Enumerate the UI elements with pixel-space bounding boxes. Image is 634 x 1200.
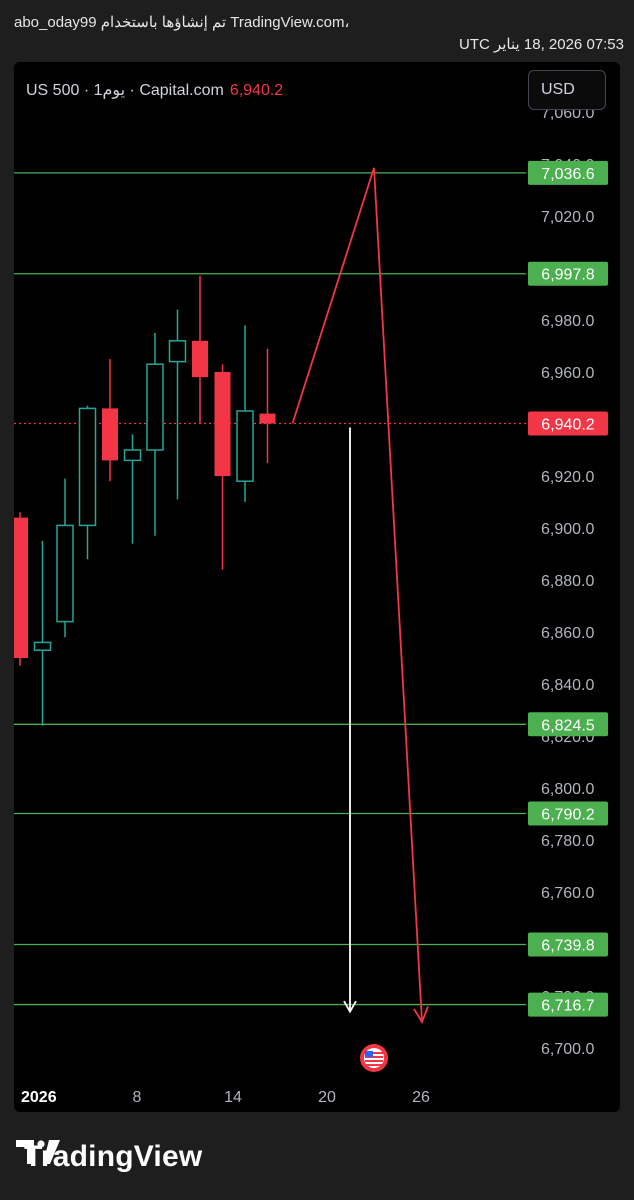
level-price-tag [528,712,608,737]
white-arrowhead [343,1000,357,1014]
candle-body [123,449,142,462]
caption-date-line: 07:53 2026 ,18 يناير UTC [458,36,624,53]
candle-body [192,340,208,378]
candle [123,434,142,544]
level-price-tag [528,932,608,957]
price-axis-label: 6,840.0 [541,677,594,694]
currency-button[interactable]: USD [528,70,606,110]
level-price-label: 6,790.2 [541,806,594,823]
candle [33,541,52,726]
candle [102,359,118,482]
level-price-tag [528,160,608,185]
candle-body [102,408,118,461]
price-axis-label: 6,980.0 [541,313,594,330]
time-axis-label: 8 [133,1089,142,1106]
candle-body [146,363,164,451]
current-price-label: 6,940.2 [541,416,594,433]
price-axis-label: 6,780.0 [541,833,594,850]
time-axis-label: 14 [224,1089,242,1106]
projection-path-red [291,167,423,1023]
time-axis-label: 26 [412,1089,430,1106]
candle [192,275,208,424]
candle-body [14,517,28,658]
candle [146,333,164,536]
time-axis-label: 2026 [21,1089,57,1106]
level-price-label: 6,739.8 [541,938,594,955]
time-axis-label: 20 [318,1089,336,1106]
candle [168,309,187,500]
candle [56,478,74,638]
price-axis-label: 6,800.0 [541,781,594,798]
price-axis-label: 6,700.0 [541,1041,594,1058]
level-price-tag [528,992,608,1017]
symbol-legend[interactable]: US 500 · 1يوم · Capital.com 6,940.2 [26,80,283,100]
level-price-label: 6,824.5 [541,717,594,734]
price-axis-label: 6,760.0 [541,885,594,902]
last-price-text: 6,940.2 [229,82,284,99]
red-arrowhead [413,1006,429,1025]
symbol-name: US 500 · 1يوم · Capital.com [26,82,224,99]
level-price-label: 6,997.8 [541,267,594,284]
price-axis-label: 6,880.0 [541,573,594,590]
candle-body [33,641,52,651]
candle [78,405,97,560]
level-price-tag [528,261,608,286]
candle-body [214,372,231,476]
candle [14,512,28,666]
candle [214,364,231,570]
price-axis-label: 7,020.0 [541,209,594,226]
chart-snapshot-caption: abo_oday99 تم إنشاؤها باستخدام TradingVi… [14,12,624,56]
current-price-tag [528,411,608,436]
price-chart[interactable]: 7,060.07,040.07,020.07,000.06,980.06,960… [14,62,620,1112]
us-flag-event-icon [360,1044,388,1072]
candle [259,348,276,463]
candle-body [78,407,97,527]
level-price-label: 7,036.6 [541,166,594,183]
candle-body [168,340,187,363]
caption-author-line: abo_oday99 تم إنشاؤها باستخدام TradingVi… [14,14,350,31]
candle-body [236,410,254,482]
level-price-label: 6,716.7 [541,998,594,1015]
candle-body [56,524,74,623]
price-axis-label: 6,860.0 [541,625,594,642]
price-axis-label: 6,900.0 [541,521,594,538]
level-price-tag [528,801,608,826]
candle [236,325,254,502]
chart-frame[interactable]: 7,060.07,040.07,020.07,000.06,980.06,960… [14,62,620,1112]
price-axis-label: 6,920.0 [541,469,594,486]
candle-body [259,413,276,424]
tradingview-footer: TradingView [16,1140,202,1174]
price-axis-label: 6,960.0 [541,365,594,382]
